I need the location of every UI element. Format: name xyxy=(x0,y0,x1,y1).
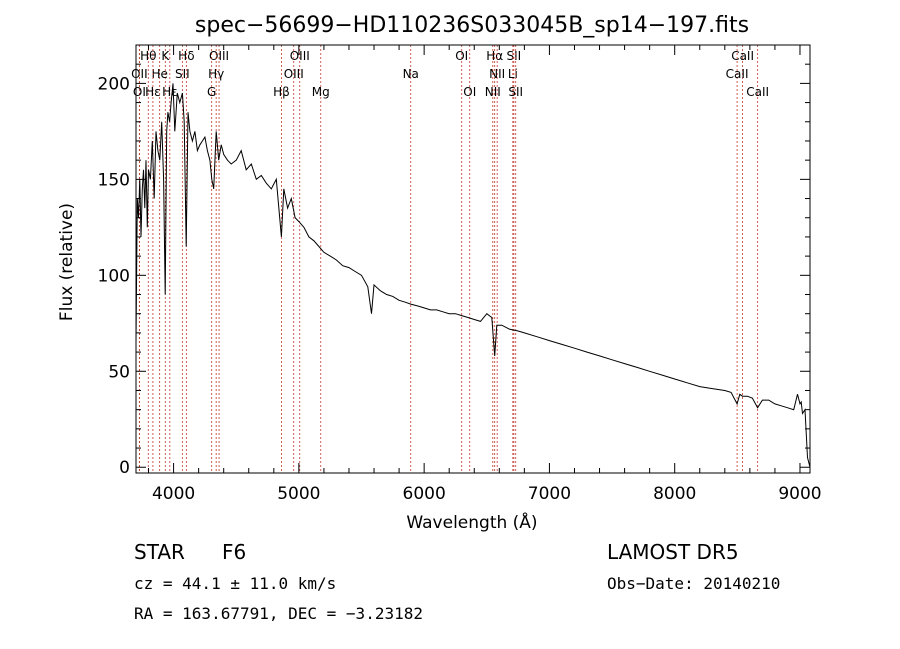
spectral-line-label: OIII xyxy=(209,49,229,63)
spectral-line-label: CaII xyxy=(746,85,769,99)
y-tick-label: 100 xyxy=(98,266,130,286)
redshift-label: cz = 44.1 ± 11.0 km/s xyxy=(134,574,337,593)
y-tick-label: 50 xyxy=(108,362,130,382)
x-tick-label: 5000 xyxy=(277,484,320,504)
chart-title: spec−56699−HD110236S033045B_sp14−197.fit… xyxy=(195,13,749,38)
spectral-line-label: OIII xyxy=(290,49,310,63)
spectral-line-label: Li xyxy=(508,67,518,81)
spectral-line-label: Na xyxy=(403,67,419,81)
spectral-line-label: OIII xyxy=(284,67,304,81)
obs-date-label: Obs−Date: 20140210 xyxy=(607,574,781,593)
spectral-line-label: Hβ xyxy=(273,85,290,99)
spectral-line-label: OI xyxy=(133,85,146,99)
spectral-line-label: CaII xyxy=(731,49,754,63)
spectral-line-label: SII xyxy=(175,67,190,81)
spectral-line-label: K xyxy=(161,49,170,63)
spectrum-line xyxy=(135,83,811,468)
x-axis-label: Wavelength (Å) xyxy=(406,511,537,533)
spectral-line-label: SII xyxy=(508,85,523,99)
spectral-line-label: Hγ xyxy=(208,67,224,81)
x-tick-label: 7000 xyxy=(528,484,571,504)
spectral-line-label: Hθ xyxy=(140,49,156,63)
spectral-line-label: NII xyxy=(489,67,505,81)
survey-label: LAMOST DR5 xyxy=(607,540,739,564)
spectral-line-label: Mg xyxy=(312,85,330,99)
spectral-line-label: G xyxy=(207,85,216,99)
object-subclass: F6 xyxy=(222,540,247,564)
y-tick-label: 200 xyxy=(98,74,130,94)
spectral-line-label: OI xyxy=(455,49,468,63)
spectral-line-label: NII xyxy=(485,85,501,99)
x-tick-label: 4000 xyxy=(152,484,195,504)
spectral-line-label: He xyxy=(151,67,167,81)
x-tick-label: 8000 xyxy=(653,484,696,504)
spectral-line-label: Hε xyxy=(162,85,178,99)
x-axis: 4000 5000 6000 7000 8000 9000 xyxy=(148,45,822,504)
spectral-line-label: CaII xyxy=(726,67,749,81)
spectral-line-label: Hε xyxy=(145,85,161,99)
spectral-line-label: OI xyxy=(463,85,476,99)
plot-frame xyxy=(135,44,811,474)
y-axis-label: Flux (relative) xyxy=(57,203,77,321)
object-class: STAR xyxy=(134,540,185,564)
y-axis: 0 50 100 150 200 xyxy=(98,63,810,478)
y-tick-label: 0 xyxy=(119,458,130,478)
spectral-line-label: Hα xyxy=(486,49,503,63)
y-tick-label: 150 xyxy=(98,170,130,190)
spectral-line-label: SII xyxy=(506,49,521,63)
x-tick-label: 6000 xyxy=(403,484,446,504)
x-tick-label: 9000 xyxy=(778,484,821,504)
spectral-line-label: Hδ xyxy=(178,49,194,63)
coordinates-label: RA = 163.67791, DEC = −3.23182 xyxy=(134,604,423,623)
